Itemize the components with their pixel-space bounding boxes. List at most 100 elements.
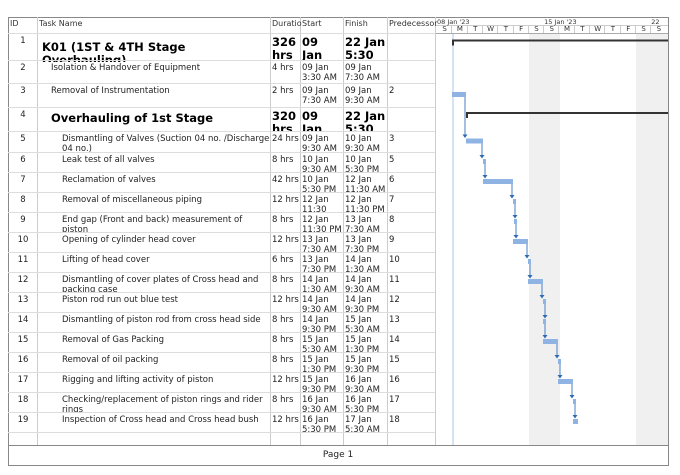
start: 12 Jan 11:30 AM (302, 195, 329, 212)
rule (8, 272, 435, 273)
duration: 8 hrs (272, 335, 294, 345)
rule (8, 172, 435, 173)
column-header: Task Name (39, 19, 83, 28)
row-id: 6 (20, 155, 26, 165)
predecessors: 3 (389, 134, 395, 144)
finish: 16 Jan 5:30 PM (345, 395, 380, 412)
predecessors: 13 (389, 315, 400, 325)
rule (8, 372, 435, 373)
row-id: 14 (17, 315, 29, 325)
task-bar (543, 339, 558, 344)
task-name: Dismantling of piston rod from cross hea… (62, 315, 261, 325)
day-label: T (503, 25, 508, 33)
week-label: 22 Ja (651, 18, 660, 26)
day-label: F (626, 25, 631, 33)
row-id: 8 (20, 195, 26, 205)
task-name: K01 (1ST & 4TH Stage Overhauling) (42, 41, 186, 62)
day-label: S (656, 25, 662, 33)
start: 15 Jan 9:30 PM (302, 375, 337, 392)
start: 16 Jan 5:30 PM (302, 415, 337, 432)
finish: 09 Jan 9:30 AM (345, 86, 380, 106)
duration: 2 hrs (272, 86, 294, 96)
duration: 6 hrs (272, 255, 294, 265)
rule (300, 17, 301, 445)
predecessors: 11 (389, 275, 400, 285)
predecessors: 18 (389, 415, 400, 425)
rule (8, 17, 668, 18)
rule (8, 352, 435, 353)
rule (343, 17, 344, 445)
predecessors: 16 (389, 375, 400, 385)
rule (497, 25, 499, 33)
rule (634, 25, 636, 33)
rule (466, 25, 468, 33)
task-bar (573, 419, 578, 424)
duration: 326 hrs (272, 36, 297, 60)
start: 15 Jan 1:30 PM (302, 355, 337, 372)
task-name: Rigging and lifting activity of piston (62, 375, 214, 385)
task-bar (514, 219, 517, 224)
footer-page: Page 1 (322, 450, 354, 460)
rule (8, 392, 435, 393)
predecessors (389, 63, 434, 83)
rule (37, 17, 38, 445)
duration: 24 hrs (272, 134, 299, 144)
rule (589, 25, 590, 33)
duration: 4 hrs (272, 63, 294, 73)
finish: 15 Jan 5:30 AM (345, 315, 380, 332)
task-bar (543, 299, 546, 304)
duration: 8 hrs (272, 155, 294, 165)
finish: 13 Jan 7:30 AM (345, 215, 380, 232)
link-head (513, 235, 519, 239)
row-id: 1 (20, 36, 26, 46)
day-label: W (594, 25, 602, 33)
task-name: Removal of Gas Packing (62, 335, 165, 345)
day-label: S (549, 25, 554, 33)
link-head (572, 415, 578, 419)
predecessors: 14 (389, 335, 400, 345)
summary-cap (466, 112, 468, 118)
rule (8, 33, 435, 34)
link-head (557, 375, 563, 379)
link-head (512, 215, 518, 219)
day-label: M (564, 25, 571, 33)
start: 14 Jan 9:30 AM (302, 295, 337, 312)
finish: 09 Jan 7:30 AM (345, 63, 380, 83)
rule (435, 17, 436, 445)
rule (8, 192, 435, 193)
rule (8, 292, 435, 293)
task-name: Leak test of all valves (62, 155, 155, 165)
predecessors: 5 (389, 155, 395, 165)
task-bar (528, 279, 543, 284)
finish: 15 Jan 1:30 PM (345, 335, 380, 352)
link-head (542, 315, 548, 319)
column-header: Finish (345, 19, 368, 28)
rule (650, 25, 652, 33)
predecessors (389, 110, 434, 131)
predecessors: 7 (389, 195, 395, 205)
finish: 13 Jan 7:30 PM (345, 235, 380, 252)
rule (8, 252, 435, 253)
day-label: M (456, 25, 463, 33)
duration: 8 hrs (272, 315, 294, 325)
finish: 16 Jan 9:30 AM (345, 375, 380, 392)
task-bar (452, 92, 466, 97)
row-id: 17 (17, 375, 29, 385)
rule (8, 60, 435, 61)
row-id: 2 (20, 63, 26, 73)
task-name: End gap (Front and back) measurement of … (62, 215, 243, 232)
rule (8, 212, 435, 213)
task-bar (558, 379, 573, 384)
task-name: Opening of cylinder head cover (62, 235, 196, 245)
task-name: Removal of miscellaneous piping (62, 195, 202, 205)
rule (8, 83, 435, 84)
finish: 14 Jan 9:30 AM (345, 275, 380, 292)
rule (270, 17, 271, 445)
task-bar (466, 138, 483, 144)
column-header: Duration (272, 19, 302, 28)
duration: 12 hrs (272, 195, 299, 205)
rule (8, 17, 9, 466)
summary-cap (452, 39, 454, 46)
summary-bar (466, 112, 668, 114)
